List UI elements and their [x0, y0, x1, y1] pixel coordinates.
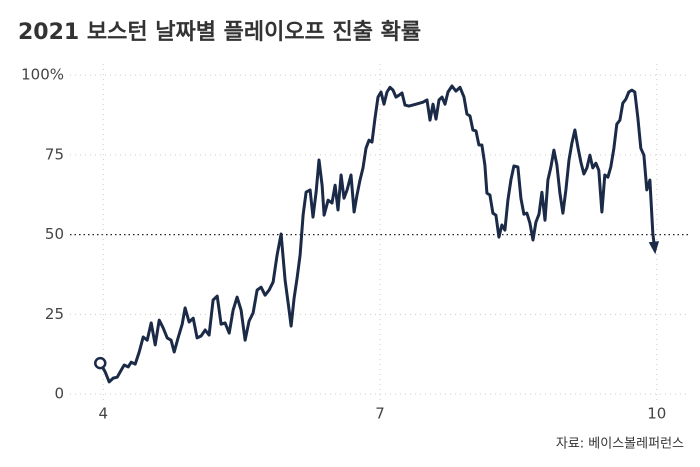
- source: 자료: 베이스볼레퍼런스: [556, 437, 684, 452]
- end-arrow: [648, 241, 659, 255]
- y-tick-label: 50: [45, 225, 64, 243]
- x-tick-label: 10: [647, 405, 666, 423]
- y-tick-label: 75: [45, 145, 64, 163]
- y-tick-label: 0: [54, 385, 64, 403]
- y-tick-label: 25: [45, 305, 64, 323]
- x-tick-label: 4: [98, 405, 108, 423]
- chart-title: 2021 보스턴 날짜별 플레이오프 진출 확률: [18, 20, 421, 45]
- y-tick-label: 100%: [21, 66, 64, 84]
- start-marker: [94, 356, 107, 370]
- x-tick-label: 7: [375, 405, 385, 423]
- line: [98, 84, 657, 384]
